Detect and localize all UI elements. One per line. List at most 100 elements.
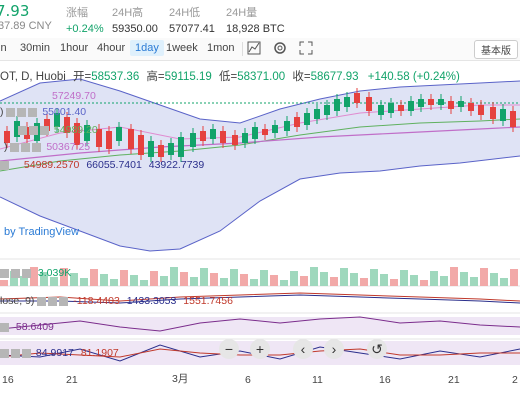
scroll-right-button[interactable]: › bbox=[324, 339, 344, 359]
candle bbox=[398, 105, 404, 111]
ma-row3-value: 50367.25 bbox=[46, 141, 91, 153]
interval-30min[interactable]: 30min bbox=[20, 42, 50, 54]
zoom-in-button[interactable]: + bbox=[250, 339, 270, 359]
macd-label: lose, 9) bbox=[0, 295, 35, 307]
volume-bar bbox=[160, 276, 168, 286]
close-icon[interactable] bbox=[40, 125, 49, 135]
reset-icon: ↺ bbox=[371, 340, 383, 357]
interval-4hour[interactable]: 4hour bbox=[97, 42, 126, 54]
macd-line bbox=[0, 292, 520, 302]
close-icon[interactable] bbox=[22, 268, 31, 278]
ma-line-lower bbox=[0, 126, 520, 162]
volume-bar bbox=[510, 269, 518, 286]
minus-icon: − bbox=[224, 341, 234, 357]
interval-1day[interactable]: 1day bbox=[130, 40, 164, 56]
eye-icon[interactable] bbox=[37, 296, 47, 306]
volume-bar bbox=[130, 275, 138, 286]
volume-bar bbox=[420, 280, 428, 286]
macd-label-row: lose, 9) -118.4403 1433.3053 1551.7456 bbox=[0, 295, 233, 307]
macd-c: 1551.7456 bbox=[183, 295, 233, 307]
chevron-right-icon: › bbox=[331, 341, 337, 357]
candle bbox=[168, 143, 174, 155]
stat-high: 24H高 59350.00 bbox=[112, 4, 158, 35]
interval-1hour[interactable]: 1hour bbox=[60, 42, 89, 54]
candle bbox=[324, 105, 330, 115]
volume-bar bbox=[380, 274, 388, 286]
boll-c: 43922.7739 bbox=[148, 159, 205, 171]
candle bbox=[408, 101, 414, 111]
chart-canvas[interactable] bbox=[0, 61, 520, 400]
reset-view-button[interactable]: ↺ bbox=[367, 339, 387, 359]
kdj-label-row: 84.9917 81.1907 bbox=[0, 347, 119, 359]
x-axis-label: 16 bbox=[2, 374, 14, 386]
volume-bar bbox=[110, 279, 118, 286]
candle bbox=[54, 113, 60, 127]
volume-bar bbox=[370, 269, 378, 286]
ma-row1-value: 55001.40 bbox=[42, 106, 87, 118]
candle bbox=[468, 103, 474, 111]
gear-icon[interactable] bbox=[21, 142, 31, 152]
candle bbox=[378, 105, 384, 115]
fullscreen-icon[interactable] bbox=[298, 40, 314, 56]
tradingview-attribution[interactable]: by TradingView bbox=[4, 226, 80, 238]
interval-1week[interactable]: 1week bbox=[166, 42, 198, 54]
candle bbox=[418, 99, 424, 107]
x-axis-label: 6 bbox=[245, 374, 251, 386]
boll-b: 66055.7401 bbox=[86, 159, 142, 171]
eye-icon[interactable] bbox=[10, 142, 20, 152]
candle bbox=[510, 111, 516, 127]
close-icon[interactable] bbox=[22, 348, 31, 358]
boll-a: 54989.2570 bbox=[23, 159, 80, 171]
settings-gear-icon[interactable] bbox=[272, 40, 288, 56]
eye-icon[interactable] bbox=[0, 268, 9, 278]
gear-icon[interactable] bbox=[11, 268, 20, 278]
interval-1mon[interactable]: 1mon bbox=[207, 42, 235, 54]
volume-bar bbox=[220, 278, 228, 286]
rsi-label-row: 58.6409 bbox=[0, 321, 54, 333]
close-icon[interactable] bbox=[32, 142, 42, 152]
candle bbox=[366, 97, 372, 111]
close-icon[interactable] bbox=[0, 160, 9, 170]
volume-bar bbox=[460, 272, 468, 286]
stat-volume: 24H量 18,928 BTC bbox=[226, 4, 285, 35]
eye-icon[interactable] bbox=[18, 125, 27, 135]
eye-icon[interactable] bbox=[6, 107, 16, 117]
scroll-left-button[interactable]: ‹ bbox=[293, 339, 313, 359]
candle bbox=[448, 101, 454, 109]
candle bbox=[272, 125, 278, 133]
candle bbox=[158, 145, 164, 157]
ticker-header: 7.93 37.89 CNY 涨幅 +0.24% 24H高 59350.00 2… bbox=[0, 0, 520, 36]
volume-value: 3.039K bbox=[37, 267, 72, 279]
candle bbox=[14, 121, 20, 137]
volume-bar bbox=[360, 278, 368, 286]
gear-icon[interactable] bbox=[48, 296, 58, 306]
close-icon[interactable] bbox=[28, 107, 38, 117]
eye-icon[interactable] bbox=[0, 348, 9, 358]
gear-icon[interactable] bbox=[17, 107, 27, 117]
candle bbox=[148, 141, 154, 157]
volume-bar bbox=[300, 276, 308, 286]
volume-bar bbox=[230, 269, 238, 286]
candle bbox=[24, 127, 30, 139]
candle bbox=[344, 97, 350, 107]
candle bbox=[334, 99, 340, 111]
ma-line-middle bbox=[0, 118, 520, 172]
volume-bar bbox=[290, 271, 298, 286]
rsi-band bbox=[0, 317, 520, 335]
basic-version-button[interactable]: 基本版 bbox=[474, 40, 518, 59]
zoom-out-button[interactable]: − bbox=[219, 339, 239, 359]
x-axis-label: 21 bbox=[66, 374, 78, 386]
volume-bar bbox=[250, 279, 258, 286]
gear-icon[interactable] bbox=[11, 348, 20, 358]
candle bbox=[64, 117, 70, 133]
x-axis-label: 3月 bbox=[172, 373, 189, 385]
candle bbox=[220, 131, 226, 143]
close-icon[interactable] bbox=[0, 322, 9, 332]
interval-1min[interactable]: in bbox=[0, 42, 7, 54]
close-icon[interactable] bbox=[59, 296, 69, 306]
bollinger-upper-line bbox=[0, 78, 520, 124]
plus-icon: + bbox=[255, 341, 265, 357]
indicator-chart-icon[interactable] bbox=[246, 40, 262, 56]
gear-icon[interactable] bbox=[29, 125, 38, 135]
volume-bar bbox=[120, 270, 128, 286]
